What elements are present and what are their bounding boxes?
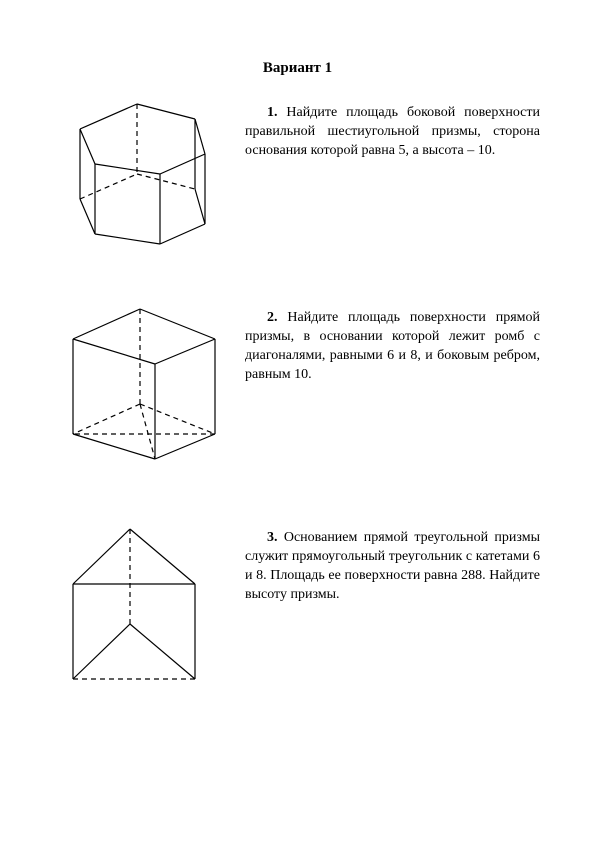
figure-cube xyxy=(55,304,225,474)
problem-2-body: Найдите площадь поверхности прямой призм… xyxy=(245,310,540,382)
problem-1: 1. Найдите площадь боковой поверхности п… xyxy=(55,99,540,254)
problem-3: 3. Основанием прямой треугольной призмы … xyxy=(55,524,540,704)
problem-1-text: 1. Найдите площадь боковой поверхности п… xyxy=(245,104,540,161)
problem-2: 2. Найдите площадь поверхности прямой пр… xyxy=(55,304,540,474)
problem-2-number: 2. xyxy=(267,310,278,325)
problem-1-body: Найдите площадь боковой поверхности прав… xyxy=(245,105,540,158)
problem-3-text: 3. Основанием прямой треугольной призмы … xyxy=(245,529,540,605)
problem-3-number: 3. xyxy=(267,530,278,545)
problem-3-body: Основанием прямой треугольной призмы слу… xyxy=(245,530,540,602)
figure-hex-prism xyxy=(55,99,225,254)
figure-tri-prism xyxy=(55,524,225,704)
page-title: Вариант 1 xyxy=(55,60,540,77)
problem-2-text: 2. Найдите площадь поверхности прямой пр… xyxy=(245,309,540,385)
problem-1-number: 1. xyxy=(267,105,278,120)
